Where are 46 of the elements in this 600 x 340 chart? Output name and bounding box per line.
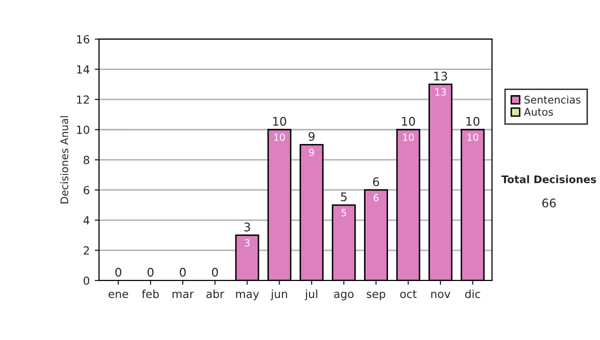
y-tick-label: 2: [84, 246, 89, 255]
total-label: 0: [212, 268, 218, 277]
total-label: 3: [244, 222, 250, 232]
y-tick-label: 12: [77, 95, 89, 104]
total-label: 13: [434, 72, 448, 81]
x-tick-label: nov: [431, 292, 450, 298]
x-tick-label: ago: [334, 292, 354, 300]
total-label: 10: [402, 116, 415, 126]
data-label: 5: [341, 209, 346, 216]
total-label: 5: [340, 192, 347, 202]
x-tick-label: ene: [108, 292, 128, 298]
x-tick-label: abr: [206, 290, 224, 298]
x-tick-label: jul: [304, 290, 318, 300]
y-axis-title: Decisiones Anual: [60, 116, 68, 204]
y-tick-label: 0: [84, 276, 90, 285]
x-tick-label: sep: [366, 292, 386, 300]
y-tick-label: 6: [84, 186, 90, 194]
data-label: 13: [435, 88, 446, 96]
x-tick-label: oct: [400, 290, 417, 298]
total-label: 0: [148, 268, 154, 277]
data-label: 6: [374, 194, 379, 202]
data-label: 9: [309, 148, 314, 156]
total-label: 10: [466, 116, 480, 126]
x-tick-label: jun: [270, 290, 288, 300]
y-tick-label: 16: [77, 35, 90, 44]
data-label: 10: [403, 134, 414, 141]
legend-label: Sentencias: [524, 96, 580, 104]
total-label: 0: [180, 268, 186, 277]
x-tick-label: mar: [172, 292, 194, 298]
text: Total Decisiones: [501, 175, 596, 184]
y-tick-label: 10: [77, 126, 90, 134]
total-label: 6: [373, 177, 380, 186]
x-tick-label: feb: [142, 290, 159, 298]
y-tick-label: 8: [84, 156, 90, 164]
x-tick-label: dic: [465, 290, 480, 298]
y-tick-label: 4: [83, 216, 90, 224]
data-label: 3: [244, 239, 250, 247]
total-label: 0: [115, 268, 122, 277]
data-label: 10: [274, 134, 285, 141]
legend-label: Autos: [524, 108, 553, 116]
text: 66: [542, 198, 556, 208]
data-label: 10: [468, 134, 478, 141]
y-tick-label: 14: [77, 65, 90, 74]
total-label: 9: [308, 132, 315, 141]
total-label: 10: [273, 116, 286, 126]
x-tick-label: may: [236, 292, 259, 300]
